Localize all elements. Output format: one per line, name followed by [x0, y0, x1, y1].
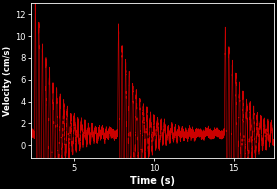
X-axis label: Time (s): Time (s) [130, 176, 175, 186]
Y-axis label: Velocity (cm/s): Velocity (cm/s) [4, 46, 12, 116]
